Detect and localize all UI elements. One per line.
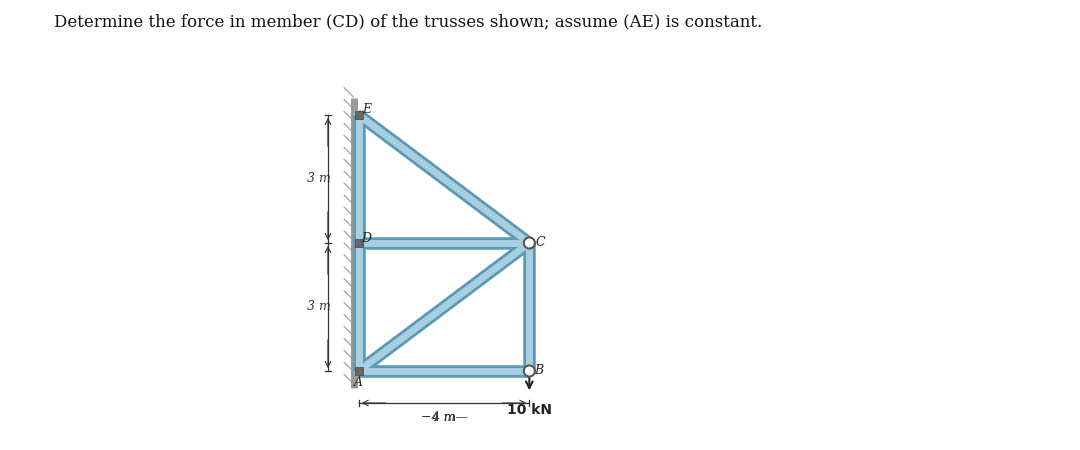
Text: 10 kN: 10 kN <box>507 403 552 417</box>
Text: 3 m: 3 m <box>307 172 330 185</box>
Text: E: E <box>362 104 370 117</box>
Text: C: C <box>536 237 544 249</box>
Text: 4 m: 4 m <box>432 411 456 424</box>
Bar <box>355 239 363 247</box>
Bar <box>355 111 363 119</box>
Text: D: D <box>362 232 372 245</box>
Text: 3 m: 3 m <box>307 301 330 314</box>
Circle shape <box>524 238 535 248</box>
Text: B: B <box>535 364 543 378</box>
Text: −4 m—: −4 m— <box>420 411 468 424</box>
Bar <box>355 367 363 375</box>
Text: A: A <box>354 377 363 389</box>
Circle shape <box>524 365 535 377</box>
Text: Determine the force in member (CD) of the trusses shown; assume (AE) is constant: Determine the force in member (CD) of th… <box>54 14 762 31</box>
